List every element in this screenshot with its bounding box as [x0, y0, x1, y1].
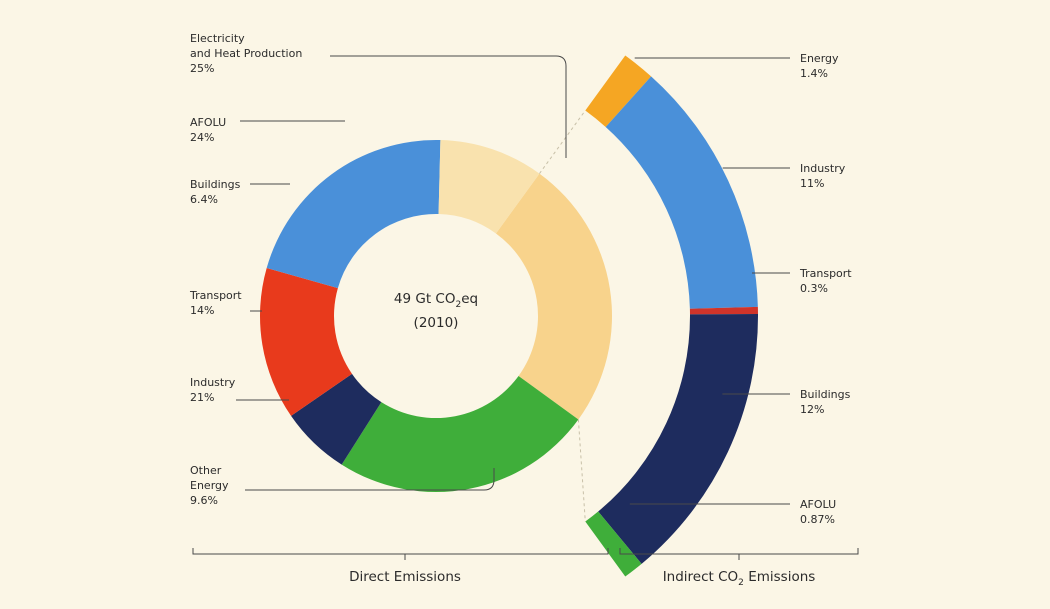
donut-slice-buildings — [291, 373, 382, 465]
value-electricity-and-heat-production: 25% — [190, 62, 214, 75]
arc-value-industry: 11% — [800, 177, 824, 190]
arc-slice-afolu — [585, 511, 642, 577]
value-transport: 14% — [190, 304, 214, 317]
donut-slice-industry — [266, 140, 441, 289]
connector-top — [539, 110, 586, 174]
leader-electricity-and-heat-production — [330, 55, 567, 158]
arc-slice-industry — [605, 76, 758, 309]
label-electricity-and-heat-production: Electricity and Heat Production — [190, 32, 302, 60]
donut-slice-transport — [260, 267, 352, 416]
value-industry: 21% — [190, 391, 214, 404]
direct-emissions-footer: Direct Emissions — [349, 569, 461, 585]
value-buildings: 6.4% — [190, 193, 218, 206]
arc-slice-transport — [689, 306, 758, 315]
center-label: 49 Gt CO2eq — [394, 291, 478, 310]
connector-bottom — [577, 419, 586, 522]
arc-label-industry: Industry — [800, 162, 846, 175]
arc-value-afolu: 0.87% — [800, 513, 835, 526]
indirect-emissions-footer: Indirect CO2 Emissions — [663, 569, 816, 588]
value-afolu: 24% — [190, 131, 214, 144]
leader-other-energy — [245, 468, 495, 491]
center-year: (2010) — [414, 315, 459, 331]
arc-label-afolu: AFOLU — [800, 498, 836, 511]
label-afolu: AFOLU — [190, 116, 226, 129]
indirect-emissions-arc: Energy 1.4% Industry 11% Transport 0.3% Buildi… — [585, 52, 852, 577]
arc-label-buildings: Buildings — [800, 388, 851, 401]
arc-label-energy: Energy — [800, 52, 839, 65]
arc-label-transport: Transport — [799, 267, 852, 280]
label-transport: Transport — [189, 289, 242, 302]
donut-slice-afolu — [341, 375, 579, 492]
arc-slice-buildings — [598, 313, 758, 564]
arc-value-buildings: 12% — [800, 403, 824, 416]
direct-bracket — [192, 548, 609, 555]
slice-labels: Electricity and Heat Production 25% AFOLU 24… — [189, 32, 567, 507]
explode-connectors — [539, 110, 586, 522]
label-buildings: Buildings — [190, 178, 241, 191]
direct-emissions-donut — [260, 140, 612, 492]
label-industry: Industry — [190, 376, 236, 389]
arc-value-transport: 0.3% — [800, 282, 828, 295]
arc-value-energy: 1.4% — [800, 67, 828, 80]
value-other-energy: 9.6% — [190, 494, 218, 507]
label-other-energy: Other Energy — [190, 464, 229, 492]
donut-slice-other-energy — [438, 140, 540, 234]
donut-slice-electricity-and-heat-production — [495, 173, 612, 420]
arc-slice-energy — [585, 55, 652, 127]
